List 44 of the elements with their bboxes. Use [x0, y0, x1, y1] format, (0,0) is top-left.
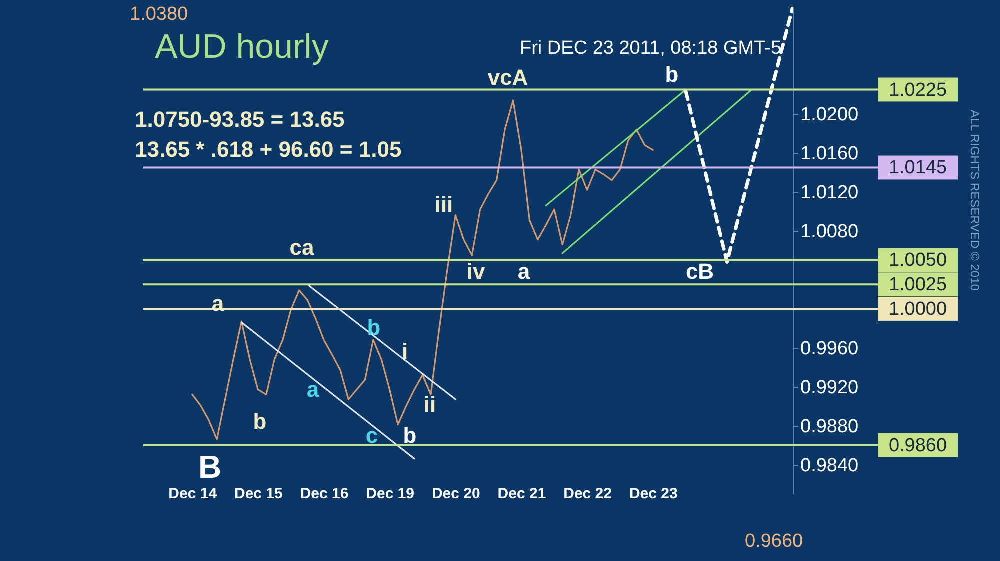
text: ALL RIGHTS RESERVED © 2010 [968, 110, 982, 292]
annotation: b [665, 62, 679, 87]
annotation: 1.0750-93.85 = 13.65 [135, 107, 345, 132]
x-tick-label: Dec 23 [629, 486, 678, 502]
annotation: B [198, 449, 222, 485]
x-tick-label: Dec 22 [564, 486, 612, 502]
x-tick-label: Dec 19 [366, 486, 415, 502]
text: AUD hourly [155, 28, 329, 66]
annotation: i [402, 339, 408, 364]
y-tick-label: 0.9920 [800, 377, 859, 398]
annotation: ca [290, 235, 315, 260]
annotation: cB [686, 259, 714, 284]
annotation: iii [434, 192, 454, 217]
ref-line-label: 1.0145 [888, 158, 948, 179]
y-tick-label: 0.9880 [800, 416, 859, 438]
ref-line-label: 1.0050 [888, 250, 948, 272]
ref-line-label: 1.0000 [888, 298, 948, 320]
annotation: 1.0380 [130, 4, 188, 25]
ref-line-label: 1.0025 [888, 274, 948, 296]
annotation: 13.65 * .618 + 96.60 = 1.05 [135, 137, 402, 162]
x-tick-label: Dec 20 [432, 486, 480, 502]
x-tick-label: Dec 15 [234, 486, 283, 502]
text: Fri DEC 23 2011, 08:18 GMT-5 [520, 38, 782, 59]
y-tick-label: 0.9960 [800, 338, 859, 360]
annotation: a [518, 259, 531, 284]
y-tick-label: 1.0200 [800, 104, 859, 126]
text: 0.9660 [745, 531, 804, 552]
y-tick-label: 1.0160 [800, 144, 859, 165]
annotation: vcA [488, 65, 528, 90]
annotation: a [306, 377, 320, 402]
annotation: iv [466, 259, 486, 284]
x-tick-label: Dec 14 [168, 486, 218, 502]
y-tick-label: 0.9840 [800, 455, 859, 476]
y-tick-label: 1.0120 [800, 182, 859, 204]
y-tick-label: 1.0080 [800, 222, 859, 243]
ref-line-label: 1.0225 [888, 80, 948, 101]
annotation: b [367, 315, 381, 340]
annotation: c [366, 423, 378, 448]
annotation: ii [424, 392, 436, 417]
annotation: b [403, 423, 417, 448]
x-tick-label: Dec 16 [300, 486, 349, 502]
annotation: b [253, 409, 267, 434]
x-tick-label: Dec 21 [498, 486, 546, 502]
ref-line-label: 0.9860 [888, 435, 948, 456]
